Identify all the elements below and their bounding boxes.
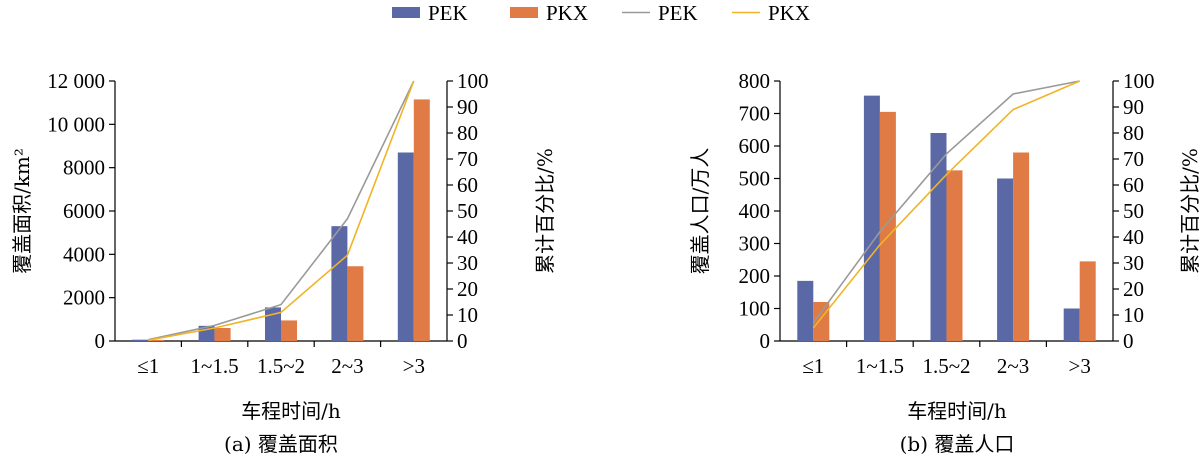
panel-b-coverage-population: 0100200300400500600700800010203040506070… [688,69,1200,456]
y-tick-label-right: 100 [1123,69,1155,93]
x-tick-label: 1.5~2 [257,354,305,378]
line-cumulative-pkx [812,80,1081,329]
y-tick-label-left: 600 [739,134,771,158]
bar-pek-4 [397,152,414,341]
panel-caption: (b) 覆盖人口 [900,432,1015,456]
x-tick-label: 1~1.5 [191,354,239,378]
y-tick-label-left: 2000 [63,286,105,310]
y-tick-label-right: 30 [1123,251,1144,275]
y-tick-label-right: 90 [457,95,478,119]
y-tick-label-right: 10 [1123,303,1144,327]
x-axis-title: 车程时间/h [241,399,341,423]
bar-pek-1 [863,95,880,341]
bar-pkx-2 [281,320,297,341]
y-axis-title-right: 累计百分比/% [1178,148,1200,274]
bar-pek-4 [1063,308,1080,341]
legend-label-3: PKX [768,1,810,25]
y-axis-title-left: 覆盖面积/km² [10,148,34,274]
y-tick-label-left: 0 [760,329,771,353]
y-tick-label-right: 70 [457,147,478,171]
line-cumulative-pkx [148,80,415,342]
legend-swatch-1 [510,7,538,18]
bar-pkx-1 [214,328,231,341]
legend-label-1: PKX [546,1,588,25]
bar-pkx-2 [946,170,963,341]
y-tick-label-right: 50 [1123,199,1144,223]
y-tick-label-right: 20 [1123,277,1144,301]
x-tick-label: ≤1 [137,354,159,378]
y-tick-label-right: 100 [457,69,489,93]
y-tick-label-right: 20 [457,277,478,301]
bar-pkx-4 [1079,261,1096,341]
bar-pkx-3 [1013,152,1030,341]
legend-swatch-0 [392,7,420,18]
y-tick-label-left: 12 000 [47,69,105,93]
y-tick-label-left: 300 [739,232,771,256]
bar-pek-3 [997,178,1014,341]
y-tick-label-right: 60 [1123,173,1144,197]
bar-pkx-4 [413,99,430,342]
bar-pkx-0 [148,339,165,341]
x-axis-title: 车程时间/h [907,399,1007,423]
y-tick-label-right: 10 [457,303,478,327]
x-tick-label: 2~3 [331,354,363,378]
x-tick-label: 2~3 [997,354,1029,378]
panel-caption: (a) 覆盖面积 [224,432,338,456]
bar-pkx-0 [813,302,830,341]
x-tick-label: >3 [403,354,425,378]
y-tick-label-right: 40 [1123,225,1144,249]
y-tick-label-left: 100 [739,297,771,321]
legend: PEK PKX PEK PKX [392,1,810,25]
y-axis-title-right: 累计百分比/% [533,148,557,274]
y-tick-label-left: 4000 [63,242,105,266]
y-tick-label-right: 90 [1123,95,1144,119]
y-tick-label-left: 0 [95,329,106,353]
y-tick-label-left: 200 [739,264,771,288]
line-cumulative-pek [148,80,415,341]
bar-pek-0 [132,339,149,341]
bar-pek-0 [797,280,814,341]
bar-pkx-3 [347,266,364,341]
x-tick-label: 1.5~2 [922,354,970,378]
y-tick-label-left: 8000 [63,156,105,180]
y-tick-label-left: 400 [739,199,771,223]
y-tick-label-right: 80 [457,121,478,145]
y-tick-label-left: 10 000 [47,112,105,136]
y-tick-label-right: 40 [457,225,478,249]
legend-label-0: PEK [428,1,468,25]
y-tick-label-left: 500 [739,167,771,191]
y-axis-title-left: 覆盖人口/万人 [688,148,712,275]
y-tick-label-right: 60 [457,173,478,197]
bar-pkx-1 [879,111,896,341]
y-tick-label-right: 70 [1123,147,1144,171]
x-tick-label: >3 [1069,354,1091,378]
x-tick-label: 1~1.5 [856,354,904,378]
line-cumulative-pek [812,80,1080,324]
y-tick-label-right: 50 [457,199,478,223]
y-tick-label-left: 700 [739,102,771,126]
y-tick-label-right: 80 [1123,121,1144,145]
bar-pek-2 [930,133,947,341]
y-tick-label-right: 0 [1123,329,1134,353]
x-tick-label: ≤1 [802,354,824,378]
bar-pek-3 [331,226,348,341]
y-tick-label-left: 6000 [63,199,105,223]
y-tick-label-right: 30 [457,251,478,275]
legend-label-2: PEK [658,1,698,25]
y-tick-label-left: 800 [739,69,771,93]
y-tick-label-right: 0 [457,329,468,353]
